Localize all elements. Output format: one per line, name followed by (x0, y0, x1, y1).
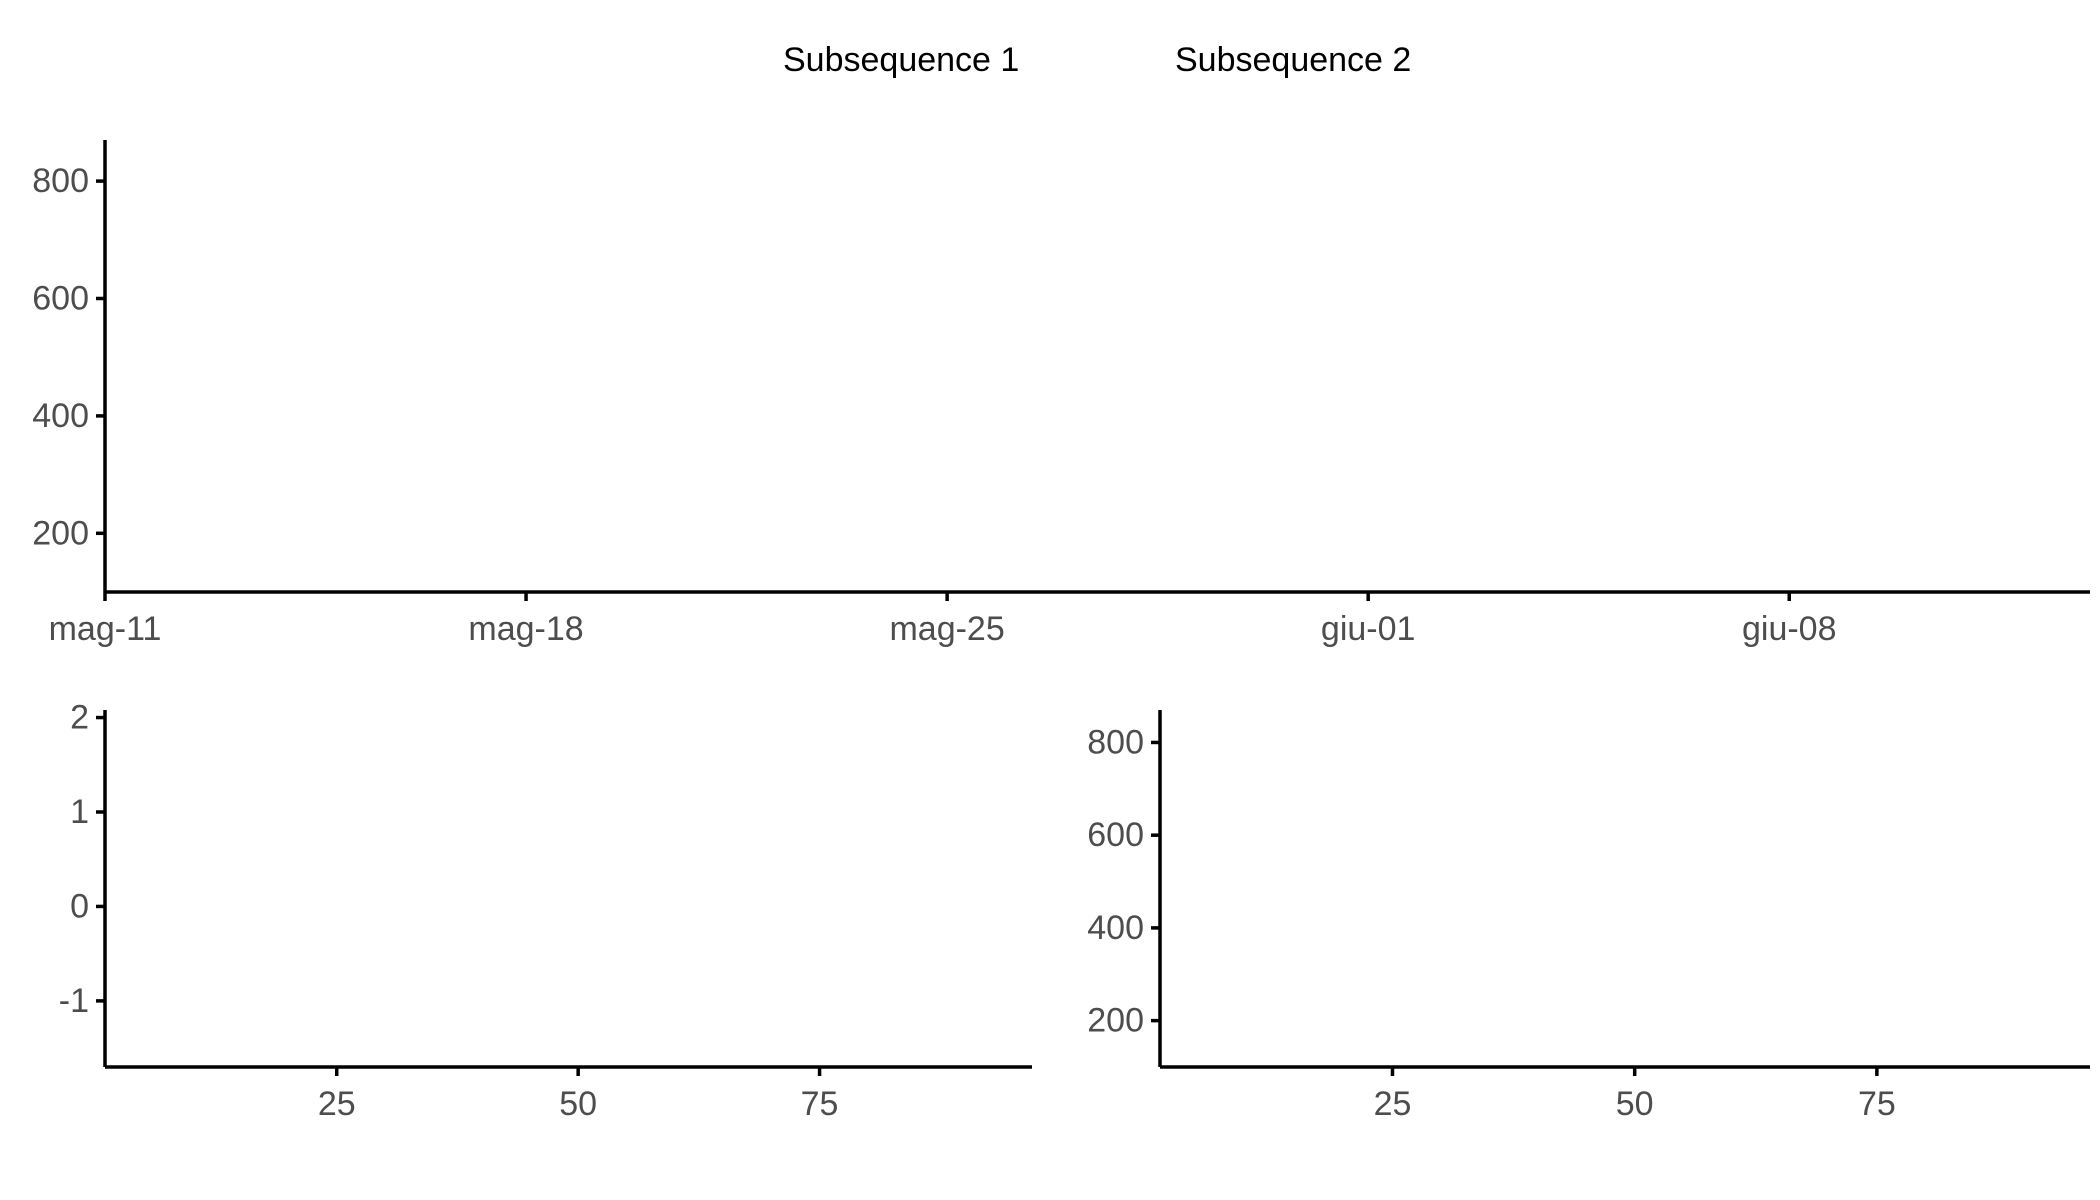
x-tick-label: mag-11 (49, 610, 162, 648)
x-tick-label: giu-08 (1742, 610, 1837, 648)
legend: Subsequence 1 Subsequence 2 (783, 41, 1411, 79)
x-tick-label: 75 (1858, 1085, 1896, 1123)
chart-panels: 200 400 600 800 mag-11 mag-18 mag-25 giu-01 giu-… (32, 140, 2090, 1123)
y-tick-label: 600 (1087, 816, 1144, 854)
top-panel: 200 400 600 800 mag-11 mag-18 mag-25 giu-01 giu-… (32, 140, 2090, 648)
x-tick-label: 50 (559, 1085, 597, 1123)
y-tick-label: -1 (59, 982, 89, 1020)
bottom-right-panel: 200 400 600 800 25 50 75 (1087, 710, 2090, 1123)
y-tick-label: 2 (70, 699, 89, 737)
legend-label-subsequence-1: Subsequence 1 (783, 41, 1019, 79)
x-tick-label: giu-01 (1321, 610, 1416, 648)
x-tick-label: 75 (801, 1085, 839, 1123)
x-tick-label: 25 (318, 1085, 356, 1123)
y-tick-label: 600 (32, 279, 89, 317)
x-tick-label: mag-25 (889, 610, 1004, 648)
y-tick-label: 0 (70, 887, 89, 925)
x-tick-label: 50 (1616, 1085, 1654, 1123)
y-tick-label: 200 (32, 514, 89, 552)
y-tick-label: 400 (1087, 909, 1144, 947)
y-tick-label: 800 (1087, 723, 1144, 761)
x-tick-label: mag-18 (468, 610, 583, 648)
legend-label-subsequence-2: Subsequence 2 (1175, 41, 1411, 79)
y-tick-label: 200 (1087, 1002, 1144, 1040)
y-tick-label: 800 (32, 162, 89, 200)
bottom-left-panel: -1 0 1 2 25 50 75 (59, 699, 1032, 1123)
x-tick-label: 25 (1374, 1085, 1412, 1123)
y-tick-label: 400 (32, 397, 89, 435)
y-tick-label: 1 (70, 793, 89, 831)
